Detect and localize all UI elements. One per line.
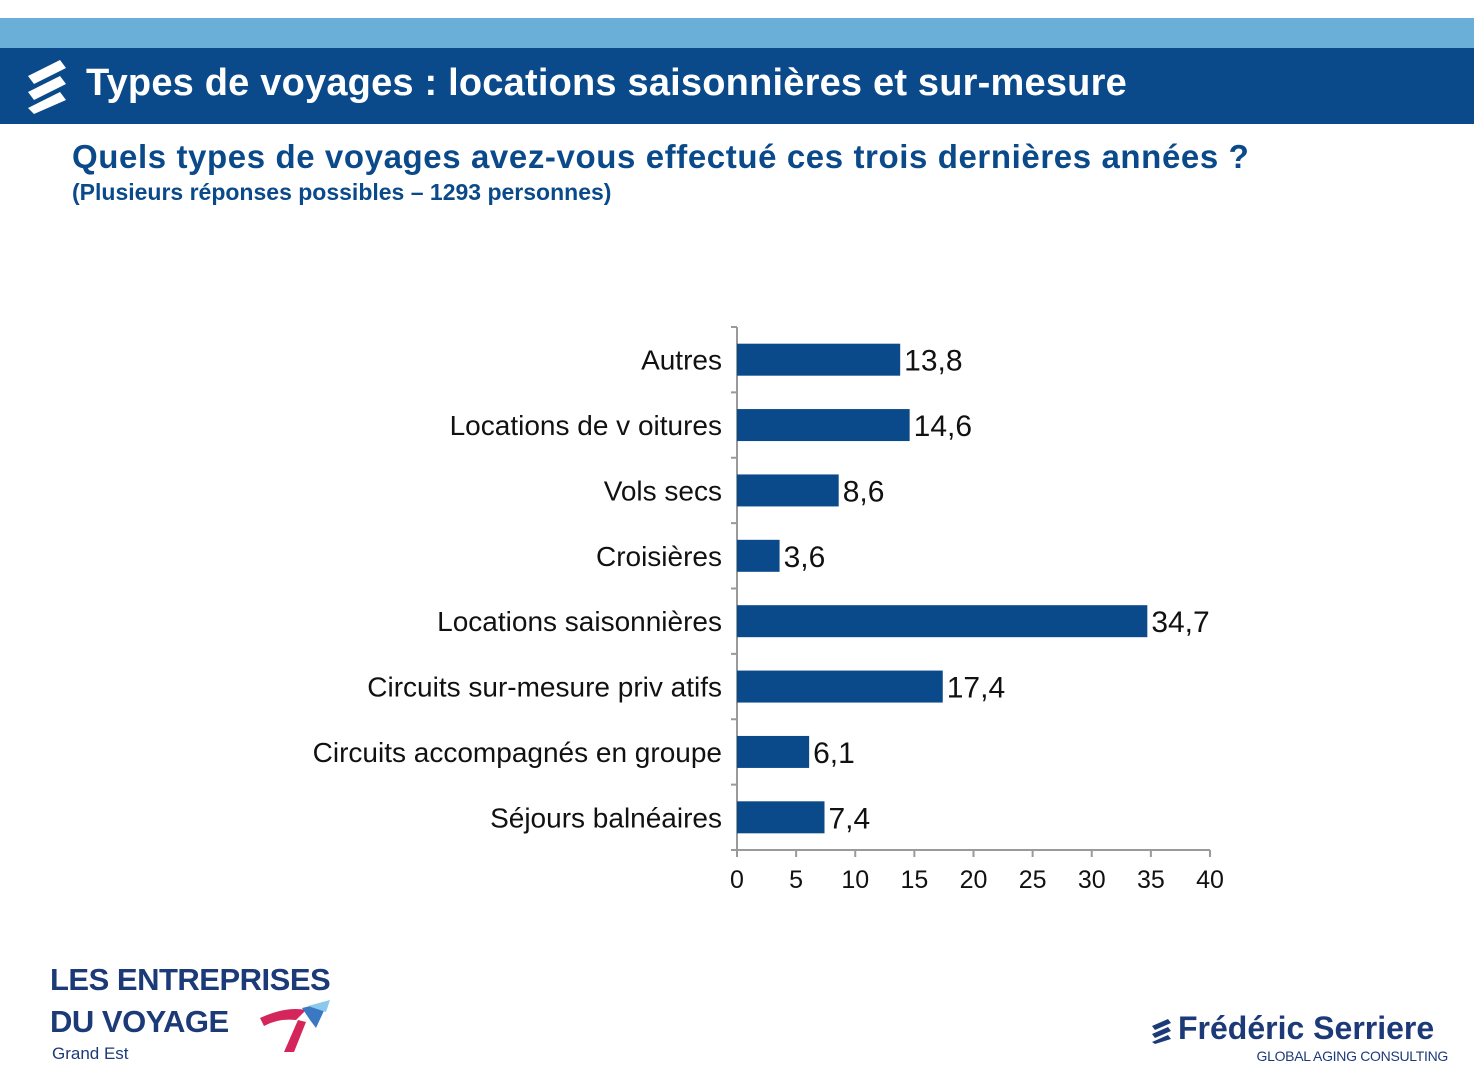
logo-line-1: LES ENTREPRISES (50, 962, 331, 997)
logo-line-3: Grand Est (52, 1044, 129, 1063)
title-bar (0, 48, 1474, 124)
x-tick-label: 20 (960, 866, 988, 894)
x-tick-label: 35 (1137, 866, 1165, 894)
bar (737, 539, 780, 572)
data-label: 6,1 (813, 737, 855, 770)
bar (737, 801, 825, 834)
data-label: 34,7 (1151, 606, 1209, 639)
category-label: Croisières (596, 541, 722, 572)
logo-line-2: DU VOYAGE (50, 1004, 229, 1039)
category-label: Circuits sur-mesure priv atifs (367, 672, 722, 703)
bar (737, 670, 943, 703)
logo-name: Frédéric Serriere (1178, 1010, 1435, 1046)
x-tick-label: 25 (1019, 866, 1047, 894)
x-tick-label: 10 (841, 866, 869, 894)
stripes-logo-icon (28, 60, 66, 114)
data-label: 8,6 (843, 475, 885, 508)
bar (737, 735, 810, 768)
top-accent-strip (0, 18, 1474, 48)
category-label: Circuits accompagnés en groupe (313, 737, 722, 768)
entreprises-du-voyage-logo: LES ENTREPRISES DU VOYAGE Grand Est (50, 962, 350, 1072)
x-tick-label: 0 (730, 866, 744, 894)
data-label: 3,6 (784, 541, 826, 574)
data-label: 7,4 (829, 802, 871, 835)
bar (737, 605, 1148, 638)
arrow-logo-icon (260, 1000, 330, 1052)
category-label: Autres (641, 345, 722, 376)
bar (737, 409, 910, 442)
bar (737, 474, 839, 507)
survey-question: Quels types de voyages avez-vous effectu… (72, 138, 1250, 175)
data-label: 14,6 (914, 410, 972, 443)
x-tick-label: 30 (1078, 866, 1106, 894)
logo-tagline: GLOBAL AGING CONSULTING (1256, 1048, 1449, 1064)
frederic-serriere-logo: Frédéric Serriere GLOBAL AGING CONSULTIN… (1146, 1010, 1456, 1074)
page-title: Types de voyages : locations saisonnière… (86, 62, 1127, 104)
x-tick-label: 40 (1196, 866, 1224, 894)
survey-note: (Plusieurs réponses possibles – 1293 per… (72, 179, 612, 205)
category-label: Locations de v oitures (450, 410, 722, 441)
data-label: 17,4 (947, 672, 1005, 705)
bar (737, 343, 901, 376)
category-label: Vols secs (604, 475, 722, 506)
stripes-small-icon (1152, 1019, 1171, 1044)
category-label: Locations saisonnières (437, 606, 722, 637)
category-label: Séjours balnéaires (490, 802, 722, 833)
data-label: 13,8 (904, 345, 962, 378)
x-tick-label: 5 (789, 866, 803, 894)
x-tick-label: 15 (900, 866, 928, 894)
